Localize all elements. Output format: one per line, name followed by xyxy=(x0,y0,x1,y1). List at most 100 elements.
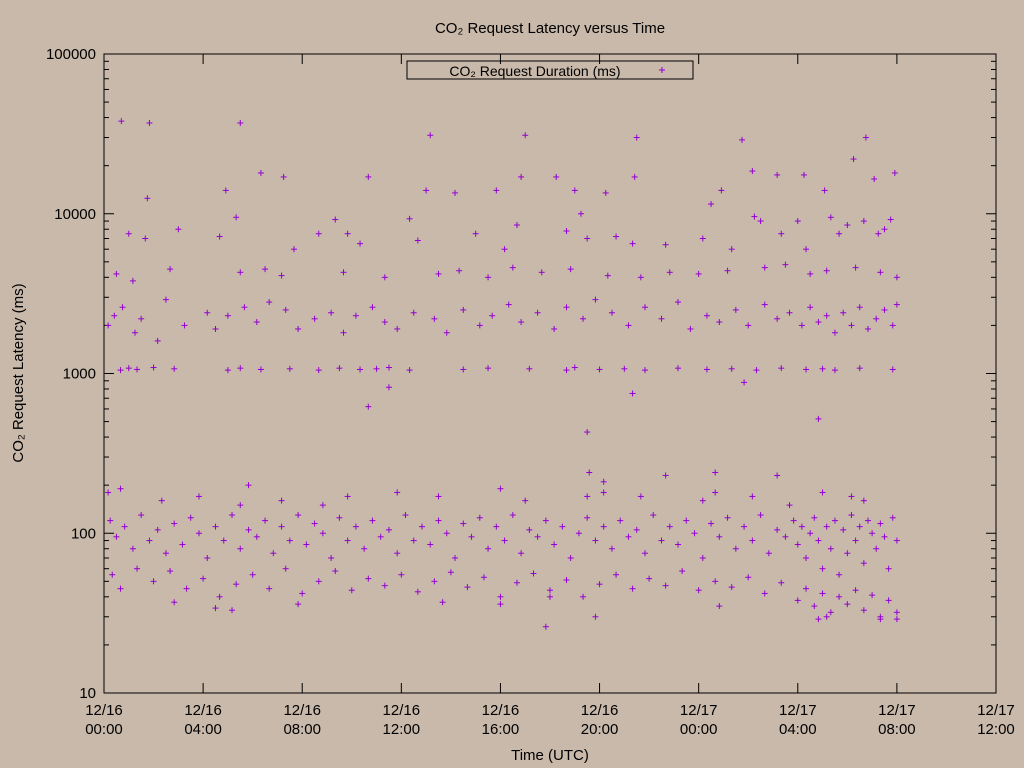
x-tick-time-label: 04:00 xyxy=(779,721,817,738)
data-point xyxy=(229,512,236,519)
data-point xyxy=(105,489,112,496)
data-point xyxy=(472,230,479,237)
data-point xyxy=(233,214,240,221)
data-point xyxy=(631,173,638,180)
data-point xyxy=(311,520,318,527)
data-point xyxy=(571,187,578,194)
x-tick-date-label: 12/17 xyxy=(680,702,718,719)
data-point xyxy=(280,173,287,180)
data-point xyxy=(410,309,417,316)
data-point xyxy=(739,136,746,143)
data-point xyxy=(633,134,640,141)
data-point xyxy=(522,497,529,504)
data-point xyxy=(728,584,735,591)
data-point xyxy=(195,493,202,500)
data-point xyxy=(873,545,880,552)
data-point xyxy=(361,545,368,552)
data-point xyxy=(551,325,558,332)
data-point xyxy=(212,605,219,612)
data-point xyxy=(856,304,863,311)
data-point xyxy=(860,218,867,225)
x-axis: 12/16 00:00 12/16 04:00 12/16 08:00 12/16 12:00… xyxy=(85,54,1015,738)
data-point xyxy=(121,523,128,530)
data-point xyxy=(295,325,302,332)
data-point xyxy=(881,226,888,233)
data-point xyxy=(348,587,355,594)
data-point xyxy=(509,512,516,519)
data-point xyxy=(875,230,882,237)
data-point xyxy=(146,119,153,126)
data-point xyxy=(604,272,611,279)
data-point xyxy=(266,585,273,592)
data-point xyxy=(782,533,789,540)
data-point xyxy=(410,537,417,544)
data-point xyxy=(257,169,264,176)
data-point xyxy=(204,309,211,316)
data-point xyxy=(262,517,269,524)
data-point xyxy=(625,533,632,540)
data-point xyxy=(580,593,587,600)
data-point xyxy=(237,545,244,552)
data-point xyxy=(749,168,756,175)
data-point xyxy=(708,201,715,208)
data-point xyxy=(352,312,359,319)
data-point xyxy=(675,541,682,548)
data-point xyxy=(439,599,446,606)
data-point xyxy=(257,366,264,373)
data-point xyxy=(575,530,582,537)
data-point xyxy=(551,541,558,548)
data-point xyxy=(633,526,640,533)
data-point xyxy=(118,118,125,125)
data-point xyxy=(460,520,467,527)
data-point xyxy=(592,613,599,620)
data-point xyxy=(608,545,615,552)
x-tick-date-label: 12/17 xyxy=(779,702,817,719)
data-point xyxy=(547,587,553,594)
data-point xyxy=(823,523,830,530)
data-point xyxy=(233,581,240,588)
data-point xyxy=(332,568,339,575)
data-point xyxy=(625,322,632,329)
data-point xyxy=(311,315,318,322)
y-axis-label: CO₂ Request Latency (ms) xyxy=(10,283,27,462)
data-point xyxy=(431,315,438,322)
data-point xyxy=(452,554,459,561)
data-point xyxy=(819,365,826,372)
x-tick-date-label: 12/17 xyxy=(977,702,1015,719)
data-point xyxy=(724,267,731,274)
data-point xyxy=(212,523,219,530)
data-point xyxy=(823,613,830,620)
data-point xyxy=(224,367,231,374)
data-point xyxy=(641,550,648,557)
data-point xyxy=(848,493,855,500)
data-point xyxy=(452,189,459,196)
data-point xyxy=(299,590,306,597)
data-point xyxy=(786,309,793,316)
data-point xyxy=(571,364,578,371)
data-point xyxy=(162,296,169,303)
data-point xyxy=(365,173,372,180)
data-point xyxy=(200,575,207,582)
data-point xyxy=(728,365,735,372)
x-tick-time-label: 04:00 xyxy=(184,721,222,738)
data-point xyxy=(602,189,609,196)
data-point xyxy=(538,269,545,276)
data-point xyxy=(567,554,574,561)
data-point xyxy=(117,585,124,592)
data-point xyxy=(167,568,174,575)
data-point xyxy=(893,537,900,544)
data-point xyxy=(778,365,785,372)
data-point xyxy=(167,266,174,273)
data-point xyxy=(823,267,830,274)
data-point xyxy=(831,517,838,524)
data-point xyxy=(505,301,512,308)
data-point xyxy=(860,607,867,614)
data-point xyxy=(286,365,293,372)
data-point xyxy=(150,578,157,585)
data-point xyxy=(485,274,492,281)
data-point xyxy=(175,226,182,233)
data-point xyxy=(138,512,145,519)
data-point xyxy=(340,329,347,336)
data-point xyxy=(848,322,855,329)
data-point xyxy=(365,575,372,582)
